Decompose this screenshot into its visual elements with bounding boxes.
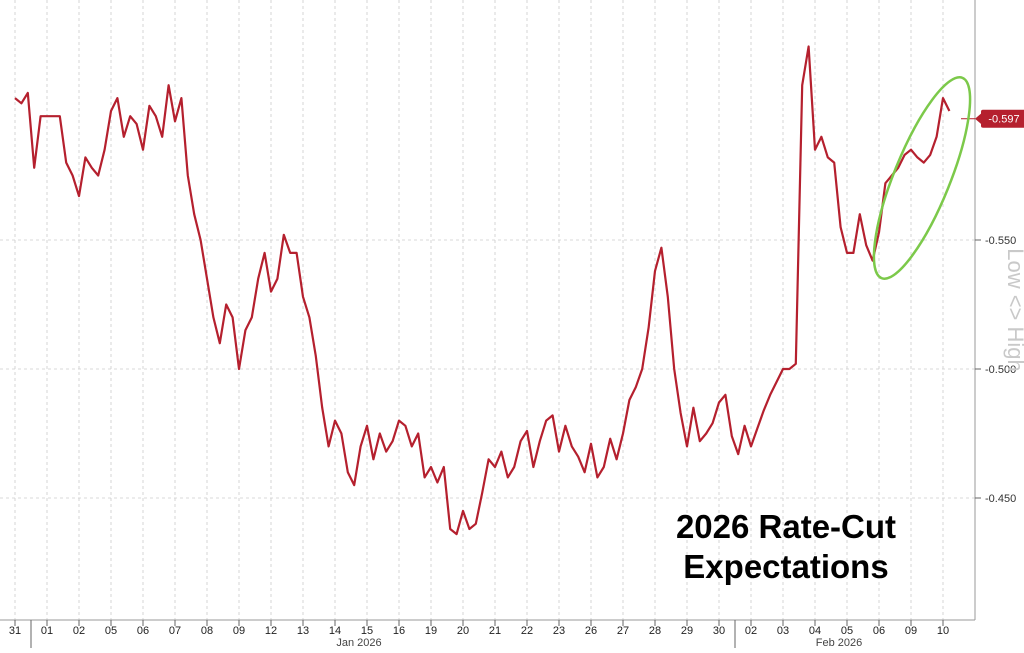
x-tick-label: 27 [617, 625, 629, 637]
chart-subtitle: Expectations [683, 548, 888, 585]
x-tick-label: 22 [521, 625, 533, 637]
y-tick-label: -0.500 [985, 364, 1016, 376]
x-tick-label: 05 [841, 625, 853, 637]
x-month-label: Jan 2026 [336, 637, 381, 648]
x-tick-label: 20 [457, 625, 469, 637]
x-tick-label: 10 [937, 625, 949, 637]
last-value-badge [981, 109, 1024, 128]
y-axis-label: Low <> High [1003, 248, 1024, 372]
x-month-label: Feb 2026 [816, 637, 862, 648]
x-tick-label: 23 [553, 625, 565, 637]
x-tick-label: 02 [745, 625, 757, 637]
x-tick-label: 02 [73, 625, 85, 637]
x-tick-label: 09 [905, 625, 917, 637]
x-tick-label: 03 [777, 625, 789, 637]
x-tick-label: 19 [425, 625, 437, 637]
last-value-pointer [975, 112, 982, 125]
x-tick-label: 13 [297, 625, 309, 637]
x-tick-label: 09 [233, 625, 245, 637]
y-tick-label: -0.550 [985, 235, 1016, 247]
x-tick-label: 31 [9, 625, 21, 637]
x-tick-label: 30 [713, 625, 725, 637]
x-tick-label: 16 [393, 625, 405, 637]
x-tick-label: 04 [809, 625, 821, 637]
chart-title: 2026 Rate-Cut [676, 508, 896, 545]
annotation-ellipse [872, 76, 972, 280]
x-tick-label: 05 [105, 625, 117, 637]
x-tick-label: 14 [329, 625, 341, 637]
x-tick-label: 21 [489, 625, 501, 637]
x-tick-label: 07 [169, 625, 181, 637]
x-tick-label: 08 [201, 625, 213, 637]
x-tick-label: 06 [873, 625, 885, 637]
x-tick-label: 06 [137, 625, 149, 637]
x-tick-label: 12 [265, 625, 277, 637]
series-line [14, 45, 951, 536]
last-value-label: -0.597 [988, 114, 1019, 126]
x-tick-label: 01 [41, 625, 53, 637]
y-tick-label: -0.450 [985, 493, 1016, 505]
x-tick-label: 26 [585, 625, 597, 637]
x-tick-label: 29 [681, 625, 693, 637]
x-tick-label: 15 [361, 625, 373, 637]
x-tick-label: 28 [649, 625, 661, 637]
